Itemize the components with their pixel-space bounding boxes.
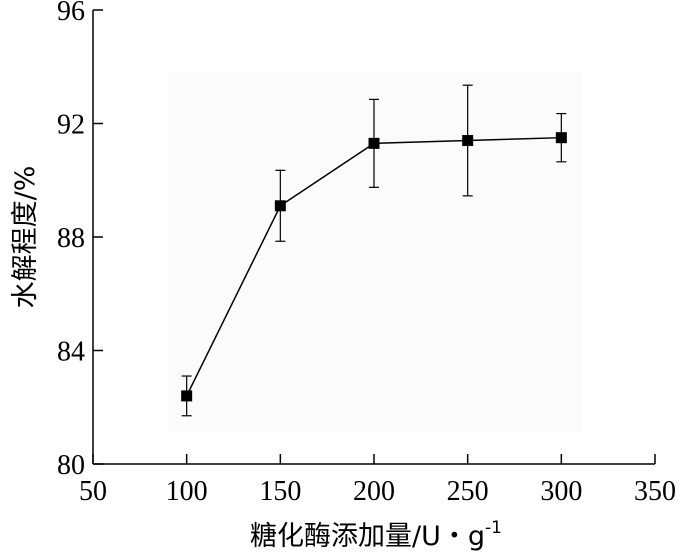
x-axis-title-superscript: -1 xyxy=(485,518,502,538)
x-axis-title: 糖化酶添加量/U・g-1 xyxy=(250,518,502,552)
y-tick-label: 92 xyxy=(57,110,85,141)
series-layer xyxy=(181,84,567,417)
y-tick-label: 88 xyxy=(57,223,85,254)
x-tick-label: 150 xyxy=(259,476,301,507)
data-point-marker xyxy=(555,132,567,144)
y-axis-title: 水解程度/% xyxy=(10,166,41,309)
x-tick-label: 200 xyxy=(353,476,395,507)
data-point-marker xyxy=(274,200,286,212)
x-axis-ticks: 50 100 150 200 250 300 350 xyxy=(79,454,676,507)
plot-background xyxy=(168,72,582,432)
x-tick-label: 300 xyxy=(540,476,582,507)
data-point-marker xyxy=(462,135,474,147)
y-tick-label: 80 xyxy=(57,450,85,481)
y-tick-label: 84 xyxy=(57,337,85,368)
x-tick-label: 250 xyxy=(447,476,489,507)
data-point-marker xyxy=(368,137,380,149)
data-point-marker xyxy=(181,390,193,402)
x-tick-label: 350 xyxy=(634,476,676,507)
x-tick-label: 100 xyxy=(166,476,208,507)
x-tick-label: 50 xyxy=(79,476,107,507)
y-axis-ticks: 80 84 88 92 96 xyxy=(57,0,103,481)
y-tick-label: 96 xyxy=(57,0,85,27)
